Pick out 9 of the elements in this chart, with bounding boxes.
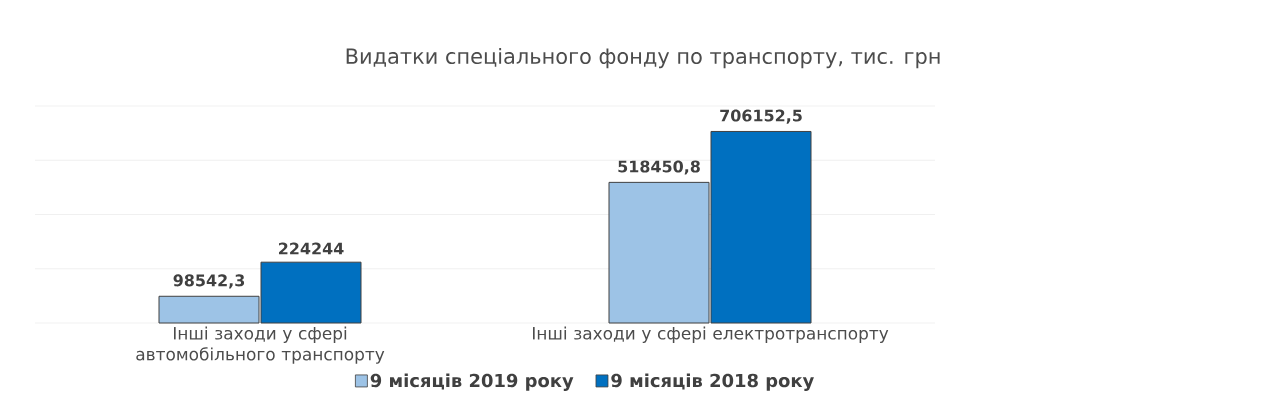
legend-label: 9 місяців 2019 року bbox=[370, 373, 574, 391]
data-label: 98542,3 bbox=[173, 274, 245, 289]
data-label: 224244 bbox=[279, 242, 344, 255]
data-label: 518450,8 bbox=[618, 160, 700, 175]
legend-label: 9 місяців 2018 року bbox=[611, 373, 814, 391]
data-label: 706152,5 bbox=[720, 109, 802, 124]
x-tick-label: Інші заходи у сфері автомобільного транспорту bbox=[136, 326, 385, 364]
chart-title: Видатки спеціального фонду по транспорту, тис. грн bbox=[346, 47, 940, 69]
x-tick-label: Інші заходи у сфері електротранспорту bbox=[532, 326, 889, 343]
